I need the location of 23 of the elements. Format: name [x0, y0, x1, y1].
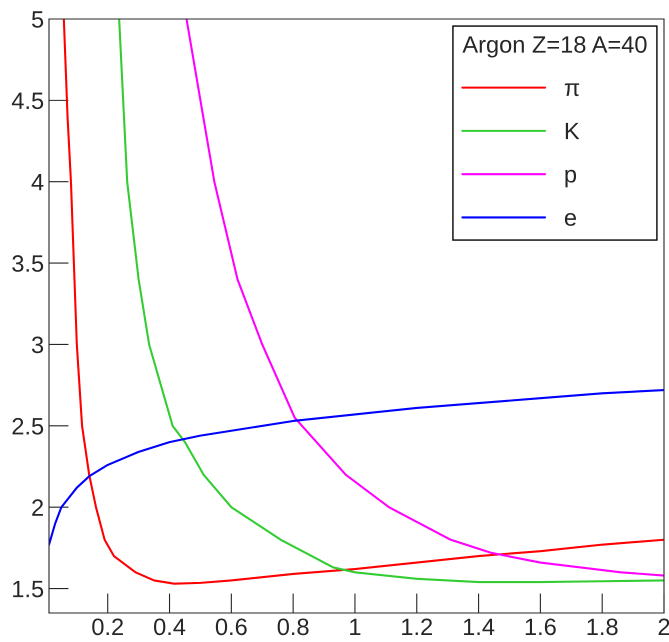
legend-label: e	[564, 212, 576, 226]
x-tick-label: 0.2	[92, 618, 123, 636]
x-tick-label: 1.2	[402, 618, 432, 635]
y-tick-label: 3.5	[12, 255, 44, 272]
x-tick-label: 2	[658, 618, 669, 635]
y-tick-label: 5	[32, 11, 44, 28]
y-tick-label: 3	[32, 336, 44, 354]
y-tick-label: 2	[32, 499, 43, 516]
x-tick-label: 0.6	[216, 618, 247, 636]
legend-label: p	[565, 170, 576, 188]
y-tick-label: 4	[32, 174, 44, 190]
y-tick-label: 4.5	[12, 92, 44, 110]
y-tick-label: 2.5	[12, 418, 44, 435]
y-tick-label: 1.5	[13, 580, 44, 598]
legend-label: π	[564, 83, 580, 96]
legend-label: K	[566, 122, 580, 140]
x-tick-label: 0.4	[154, 618, 186, 636]
x-tick-label: 1.4	[464, 618, 494, 635]
x-tick-label: 0.8	[278, 618, 309, 636]
x-tick-label: 1.6	[526, 618, 556, 636]
x-tick-label: 1	[350, 618, 360, 635]
x-tick-label: 1.8	[588, 618, 618, 636]
legend-title: Argon Z=18 A=40	[462, 36, 647, 58]
